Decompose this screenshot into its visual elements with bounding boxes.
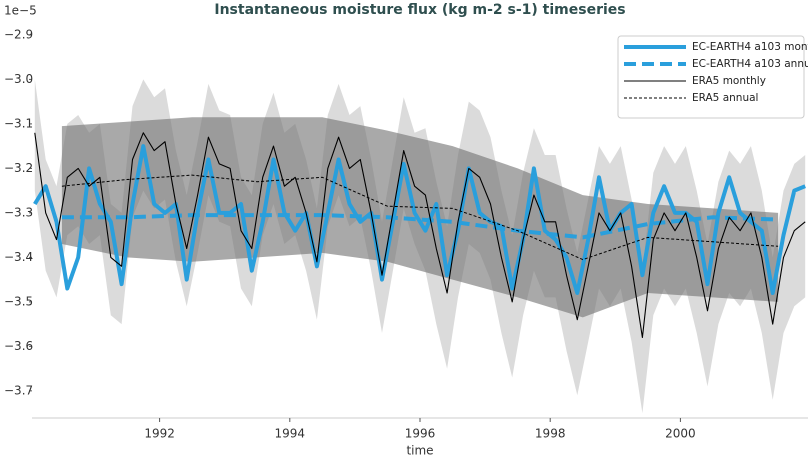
legend-label: EC-EARTH4 a103 annual <box>692 58 808 70</box>
y-tick-label: −3.6 <box>4 339 33 353</box>
x-tick-label: 1996 <box>405 427 436 441</box>
y-tick-label: −3.3 <box>4 205 33 219</box>
x-tick-label: 1998 <box>535 427 566 441</box>
x-tick-label: 2000 <box>665 427 696 441</box>
series-line <box>33 144 806 295</box>
legend-label: ERA5 annual <box>692 92 758 104</box>
x-axis-label: time <box>406 444 433 457</box>
y-tick-label: −3.2 <box>4 161 33 175</box>
legend: EC-EARTH4 a103 monthly EC-EARTH4 a103 ann… <box>617 35 808 119</box>
plot-area: −3.7 −3.6 −3.5 −3.4 −3.3 −3.2 −3.1 −3.0 −2.9 1992… <box>4 27 808 441</box>
y-tick-label: −3.1 <box>4 116 33 130</box>
series-line <box>61 174 779 261</box>
y-tick-label: −2.9 <box>4 27 33 41</box>
offset-label: 1e−5 <box>4 4 37 18</box>
x-tick-label: 1994 <box>275 427 306 441</box>
x-tick-label: 1992 <box>144 427 175 441</box>
y-tick-label: −3.7 <box>4 383 33 397</box>
y-tick-label: −3.4 <box>4 250 33 264</box>
y-tick-label: −3.5 <box>4 294 33 308</box>
legend-label: ERA5 monthly <box>692 75 766 87</box>
y-tick-label: −3.0 <box>4 72 33 86</box>
legend-label: EC-EARTH4 a103 monthly <box>692 41 808 53</box>
series-line <box>61 213 779 240</box>
spread-band <box>61 117 779 318</box>
series-line <box>34 132 806 339</box>
chart-title: Instantaneous moisture flux (kg m-2 s-1)… <box>214 2 625 18</box>
